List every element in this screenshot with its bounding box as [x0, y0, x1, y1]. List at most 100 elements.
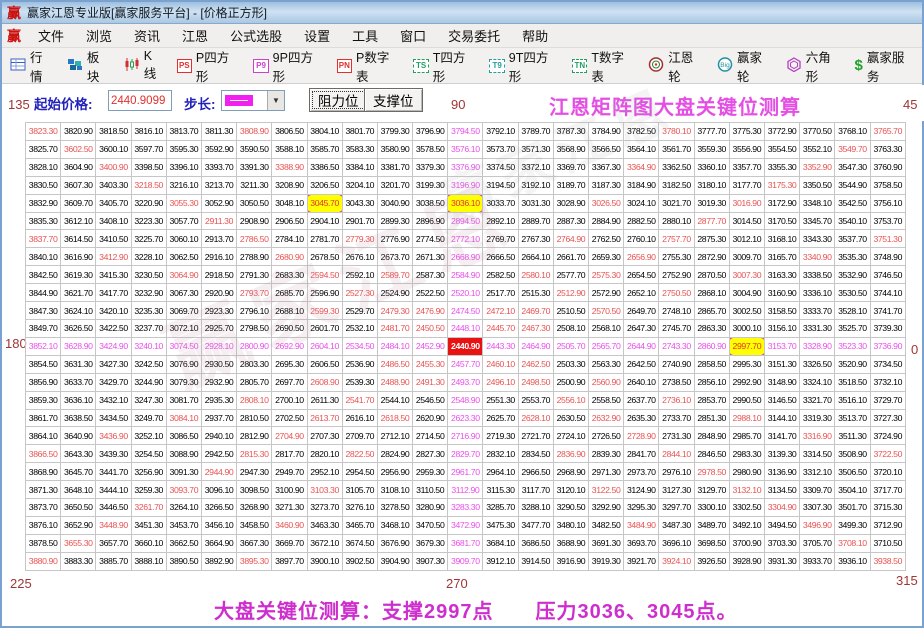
grid-cell: 3900.10: [306, 551, 343, 572]
menu-item[interactable]: 窗口: [400, 28, 427, 44]
grid-cell: 3400.90: [95, 157, 132, 177]
grid-cell: 3189.70: [552, 175, 590, 195]
menu-item[interactable]: 资讯: [134, 28, 161, 44]
grid-cell: 3480.10: [552, 515, 590, 535]
grid-cell: 3921.70: [623, 551, 660, 572]
grid-cell: 2479.30: [376, 301, 414, 320]
grid-cell: 3614.50: [60, 229, 97, 249]
grid-cell: 2606.50: [306, 354, 343, 374]
toolbar-item-T四方形[interactable]: TS T四方形: [413, 47, 475, 85]
menu-item[interactable]: 工具: [352, 28, 379, 44]
grid-cell: 3818.50: [95, 122, 132, 141]
grid-cell: 2599.30: [306, 301, 343, 320]
grid-cell: 3295.30: [623, 498, 660, 517]
grid-cell: 2968.90: [552, 462, 590, 482]
grid-cell: 3544.90: [834, 175, 871, 195]
grid-cell: 3172.90: [763, 193, 801, 213]
toolbar-item-板块[interactable]: 板块: [67, 47, 110, 85]
grid-cell: 2464.90: [517, 336, 554, 356]
toolbar-item-赢家服务[interactable]: $ 赢家服务: [855, 47, 914, 85]
grid-cell: 3732.10: [869, 372, 906, 392]
menu-item[interactable]: 公式选股: [230, 28, 283, 44]
toolbar-item-六角形[interactable]: 六角形: [786, 47, 841, 85]
grid-cell: 3153.70: [763, 336, 801, 356]
toolbar-item-P数字表[interactable]: PN P数字表: [336, 47, 400, 85]
angle-label-180: 180: [5, 336, 27, 351]
ts-square-icon: TS: [413, 58, 429, 73]
grid-cell: 2973.70: [623, 462, 660, 482]
grid-cell: 3057.70: [165, 211, 202, 231]
menu-item[interactable]: 设置: [304, 28, 331, 44]
grid-cell: 3784.90: [587, 122, 625, 141]
grid-cell: 3040.90: [376, 193, 414, 213]
grid-cell: 3708.10: [834, 533, 871, 553]
grid-cell: 3237.70: [130, 318, 167, 338]
grid-cell: 2728.90: [623, 426, 660, 446]
grid-cell: 2815.30: [236, 444, 273, 464]
menu-item[interactable]: 帮助: [522, 28, 549, 44]
grid-cell: 3127.30: [658, 480, 695, 500]
grid-cell: 2666.50: [482, 247, 519, 267]
grid-cell: 3554.50: [763, 139, 801, 159]
grid-cell: 3220.90: [130, 193, 167, 213]
grid-cell: 3583.30: [341, 139, 378, 159]
grid-cell: 2457.70: [447, 354, 484, 374]
grid-cell: 3055.30: [165, 193, 202, 213]
toolbar-item-江恩轮[interactable]: 江恩轮: [648, 47, 703, 85]
grid-cell: 3559.30: [693, 139, 730, 159]
grid-cell: 3552.10: [799, 139, 836, 159]
grid-cell: 3832.90: [24, 193, 62, 213]
grid-cell: 3643.30: [60, 444, 97, 464]
grid-cell: 3837.70: [24, 229, 62, 249]
support-button[interactable]: 支撑位: [364, 88, 423, 112]
start-price-input[interactable]: [108, 90, 172, 111]
grid-cell: 2618.50: [376, 408, 414, 428]
grid-cell: 3861.70: [24, 408, 62, 428]
grid-cell: 2724.10: [552, 426, 590, 446]
grid-cell: 3880.90: [24, 551, 62, 572]
grid-cell: 2709.70: [341, 426, 378, 446]
toolbar-item-P四方形[interactable]: PS P四方形: [176, 47, 240, 85]
grid-cell: 3624.10: [60, 301, 97, 320]
angle-label-0: 0: [911, 342, 919, 357]
menu-item[interactable]: 江恩: [182, 28, 209, 44]
grid-cell: 3573.70: [482, 139, 519, 159]
toolbar-item-赢家轮[interactable]: Big 赢家轮: [717, 47, 772, 85]
menu-item[interactable]: 文件: [38, 28, 65, 44]
grid-cell: 3621.70: [60, 283, 97, 303]
grid-cell: 2877.70: [693, 211, 730, 231]
toolbar-item-9P四方形[interactable]: P9 9P四方形: [253, 47, 322, 85]
toolbar-item-T数字表[interactable]: TN T数字表: [572, 47, 634, 85]
grid-cell: 3242.50: [130, 354, 167, 374]
grid-cell: 3117.70: [517, 480, 554, 500]
kline-icon: [124, 57, 140, 75]
grid-cell: 2740.90: [658, 354, 695, 374]
toolbar-item-K线[interactable]: K线: [124, 49, 163, 82]
chevron-down-icon[interactable]: ▼: [267, 91, 284, 110]
grid-cell: 3276.10: [341, 498, 378, 517]
grid-cell: 2544.10: [376, 390, 414, 410]
grid-cell: 2937.70: [200, 408, 238, 428]
step-combobox[interactable]: ▼: [221, 90, 285, 111]
grid-cell: 2716.90: [447, 426, 484, 446]
app-logo-icon: 赢: [7, 4, 21, 21]
grid-cell: 3364.90: [623, 157, 660, 177]
grid-cell: 2481.70: [376, 318, 414, 338]
resistance-button[interactable]: 阻力位: [309, 88, 368, 112]
grid-cell: 3494.50: [763, 515, 801, 535]
grid-cell: 3463.30: [306, 515, 343, 535]
toolbar-item-行情[interactable]: 行情: [10, 47, 53, 85]
grid-cell: 2673.70: [376, 247, 414, 267]
grid-cell: 2486.50: [376, 354, 414, 374]
grid-cell: 3672.10: [306, 533, 343, 553]
grid-cell: 3751.30: [869, 229, 906, 249]
toolbar-item-9T四方形[interactable]: T9 9T四方形: [489, 47, 558, 85]
grid-cell: 2582.50: [482, 265, 519, 285]
grid-cell: 2462.50: [517, 354, 554, 374]
menu-item[interactable]: 浏览: [86, 28, 113, 44]
grid-cell: 2712.10: [376, 426, 414, 446]
grid-cell: 3136.90: [763, 462, 801, 482]
grid-cell: 3885.70: [95, 551, 132, 572]
menu-item[interactable]: 交易委托: [448, 28, 501, 44]
grid-cell: 2810.50: [236, 408, 273, 428]
